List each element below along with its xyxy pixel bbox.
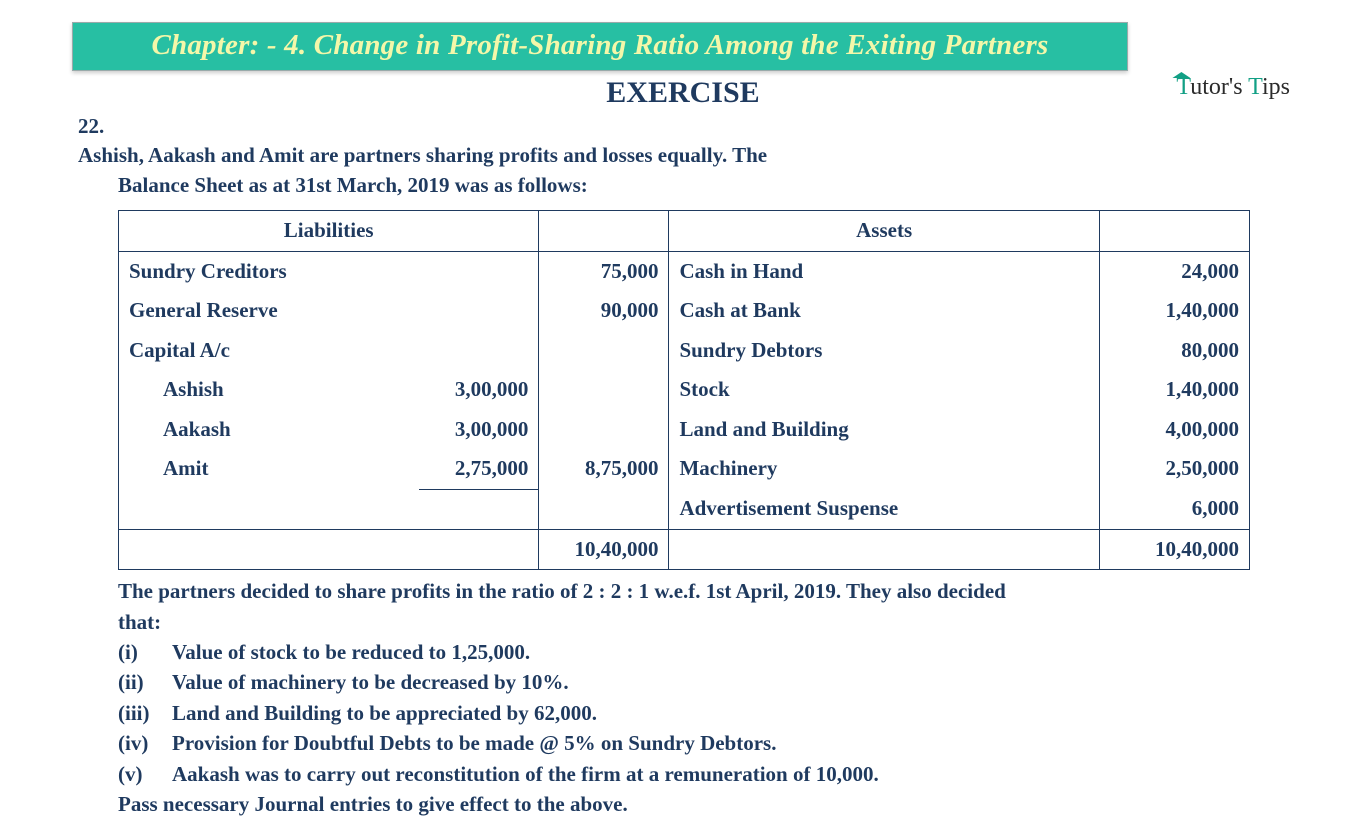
note-num: (iii)	[118, 698, 172, 728]
cell-amt: 1,40,000	[1099, 370, 1249, 410]
question-line2: Balance Sheet as at 31st March, 2019 was…	[118, 171, 1286, 200]
question-block: 22. Ashish, Aakash and Amit are partners…	[78, 112, 1286, 820]
th-assets: Assets	[669, 211, 1099, 252]
note-text: Provision for Doubtful Debts to be made …	[172, 728, 1250, 758]
notes-intro1: The partners decided to share profits in…	[118, 576, 1250, 606]
table-row: Sundry Creditors 75,000 Cash in Hand 24,…	[119, 251, 1250, 291]
cell-amt: 75,000	[539, 251, 669, 291]
question-number: 22.	[78, 112, 118, 141]
cell-label: Amit	[119, 449, 419, 489]
logo-rest1: utor's	[1190, 74, 1242, 100]
exercise-heading: EXERCISE	[0, 76, 1366, 110]
th-asset-amt	[1099, 211, 1249, 252]
note-num: (i)	[118, 637, 172, 667]
chapter-banner: Chapter: - 4. Change in Profit-Sharing R…	[72, 22, 1128, 71]
cell-label: Land and Building	[669, 410, 1099, 450]
note-item: (v) Aakash was to carry out reconstituti…	[118, 759, 1250, 789]
cell-total: 10,40,000	[539, 529, 669, 570]
note-item: (iv) Provision for Doubtful Debts to be …	[118, 728, 1250, 758]
table-total-row: 10,40,000 10,40,000	[119, 529, 1250, 570]
cell-label: Sundry Creditors	[119, 251, 419, 291]
th-liabilities: Liabilities	[119, 211, 539, 252]
table-row: Aakash 3,00,000 Land and Building 4,00,0…	[119, 410, 1250, 450]
cell-amt: 80,000	[1099, 331, 1249, 371]
table-row: General Reserve 90,000 Cash at Bank 1,40…	[119, 291, 1250, 331]
balance-sheet-table: Liabilities Assets Sundry Creditors 75,0…	[118, 210, 1250, 570]
table-row: Advertisement Suspense 6,000	[119, 489, 1250, 529]
cell-amt: 1,40,000	[1099, 291, 1249, 331]
table-row: Ashish 3,00,000 Stock 1,40,000	[119, 370, 1250, 410]
cell-total: 10,40,000	[1099, 529, 1249, 570]
cell-label: Sundry Debtors	[669, 331, 1099, 371]
note-num: (iv)	[118, 728, 172, 758]
cell-label: Aakash	[119, 410, 419, 450]
brand-logo: Tutor's Tips	[1176, 74, 1290, 101]
cell-amt: 4,00,000	[1099, 410, 1249, 450]
cell-label: General Reserve	[119, 291, 419, 331]
table-row: Capital A/c Sundry Debtors 80,000	[119, 331, 1250, 371]
cell-amt: 90,000	[539, 291, 669, 331]
th-liab-amt	[539, 211, 669, 252]
note-item: (i) Value of stock to be reduced to 1,25…	[118, 637, 1250, 667]
note-item: (iii) Land and Building to be appreciate…	[118, 698, 1250, 728]
cell-amt: 8,75,000	[539, 449, 669, 489]
cell-label: Stock	[669, 370, 1099, 410]
note-text: Land and Building to be appreciated by 6…	[172, 698, 1250, 728]
note-text: Value of stock to be reduced to 1,25,000…	[172, 637, 1250, 667]
cell-amt: 6,000	[1099, 489, 1249, 529]
cell-amt: 24,000	[1099, 251, 1249, 291]
notes-block: The partners decided to share profits in…	[118, 576, 1250, 820]
note-text: Value of machinery to be decreased by 10…	[172, 667, 1250, 697]
cell-label: Machinery	[669, 449, 1099, 489]
note-num: (v)	[118, 759, 172, 789]
cell-label: Cash at Bank	[669, 291, 1099, 331]
note-text: Aakash was to carry out reconstitution o…	[172, 759, 1250, 789]
cell-amt: 2,50,000	[1099, 449, 1249, 489]
cell-label: Advertisement Suspense	[669, 489, 1099, 529]
logo-rest2: ips	[1262, 74, 1290, 100]
table-header-row: Liabilities Assets	[119, 211, 1250, 252]
cell-label: Ashish	[119, 370, 419, 410]
cell-sub: 3,00,000	[419, 370, 539, 410]
cell-label: Cash in Hand	[669, 251, 1099, 291]
cell-label: Capital A/c	[119, 331, 419, 371]
note-item: (ii) Value of machinery to be decreased …	[118, 667, 1250, 697]
notes-closing: Pass necessary Journal entries to give e…	[118, 789, 1250, 819]
logo-t2: T	[1248, 74, 1262, 100]
table-row: Amit 2,75,000 8,75,000 Machinery 2,50,00…	[119, 449, 1250, 489]
notes-intro2: that:	[118, 607, 1250, 637]
cell-sub: 3,00,000	[419, 410, 539, 450]
note-num: (ii)	[118, 667, 172, 697]
cell-sub: 2,75,000	[419, 449, 539, 489]
question-line1: Ashish, Aakash and Amit are partners sha…	[78, 141, 1242, 170]
